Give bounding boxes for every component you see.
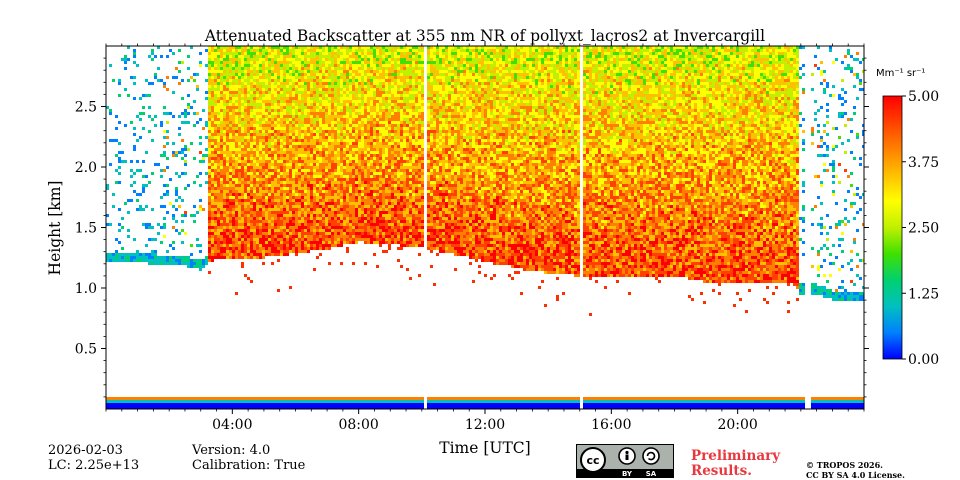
x-tick-label: 04:00 [212,417,252,433]
y-tick-label: 1.5 [75,221,97,237]
y-tick-label: 2.0 [75,160,97,176]
cc-text: cc [586,454,599,467]
footer-date: 2026-02-03 [48,443,123,458]
copyright-line2: CC BY SA 4.0 License. [806,470,905,480]
x-tick-label: 12:00 [465,417,505,433]
y-tick-label: 0.5 [75,342,97,358]
by-label: BY [622,470,633,477]
chart-title: Attenuated Backscatter at 355 nm NR of p… [204,27,765,45]
x-tick-label: 20:00 [717,417,757,433]
sa-label: SA [646,470,657,477]
preliminary-line2: Results. [691,463,752,479]
y-axis-label: Height [km] [46,181,64,276]
preliminary-line1: Preliminary [691,448,781,464]
colorbar-tick-label: 1.25 [908,286,939,302]
colorbar-tick-label: 0.00 [908,352,939,368]
heatmap-cells [106,46,864,409]
copyright-line1: © TROPOS 2026. [806,460,883,470]
cc-license-badge: cc BY SA [576,444,674,478]
x-tick-label: 16:00 [591,417,631,433]
share-alike-icon [642,447,660,465]
footer-version: Version: 4.0 [192,443,271,458]
footer-lc: LC: 2.25e+13 [48,458,140,473]
axes: 04:00 08:00 12:00 16:00 20:00 0.5 1.0 1.5 2.0 2.5 [75,41,869,433]
colorbar-unit-label: Mm⁻¹ sr⁻¹ [876,68,925,79]
colorbar-ticks: 0.00 1.25 2.50 3.75 5.00 [902,89,939,368]
colorbar-tick-label: 5.00 [908,89,939,105]
x-axis-label: Time [UTC] [439,439,530,457]
colorbar [882,95,903,360]
cc-icon [580,447,606,473]
y-tick-label: 1.0 [75,281,97,297]
colorbar-tick-label: 2.50 [908,221,939,237]
x-tick-label: 08:00 [338,417,378,433]
footer-calibration: Calibration: True [192,458,306,473]
y-tick-label: 2.5 [75,100,97,116]
colorbar-tick-label: 3.75 [908,155,939,171]
